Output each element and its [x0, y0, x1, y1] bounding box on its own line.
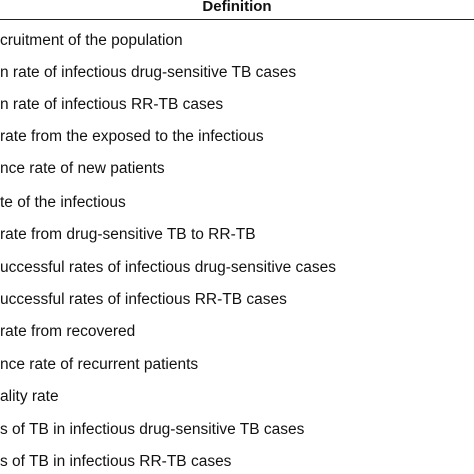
definition-cell: nce rate of recurrent patients	[0, 356, 199, 373]
definition-cell: ality rate	[0, 388, 59, 405]
table-row: s of TB in infectious RR-TB cases	[0, 453, 474, 474]
definition-cell: uccessful rates of infectious drug-sensi…	[0, 259, 336, 276]
table-row: rate from the exposed to the infectious	[0, 128, 474, 158]
definition-cell: s of TB in infectious RR-TB cases	[0, 453, 232, 470]
table-row: rate from drug-sensitive TB to RR-TB	[0, 226, 474, 256]
table-row: uccessful rates of infectious drug-sensi…	[0, 259, 474, 289]
table-row: s of TB in infectious drug-sensitive TB …	[0, 421, 474, 451]
table-row: te of the infectious	[0, 194, 474, 224]
definition-cell: n rate of infectious RR-TB cases	[0, 96, 224, 113]
table-row: uccessful rates of infectious RR-TB case…	[0, 291, 474, 321]
table-row: nce rate of recurrent patients	[0, 356, 474, 386]
definition-cell: cruitment of the population	[0, 32, 183, 49]
table-row: n rate of infectious RR-TB cases	[0, 96, 474, 126]
definition-cell: rate from the exposed to the infectious	[0, 128, 264, 145]
definition-cell: n rate of infectious drug-sensitive TB c…	[0, 64, 297, 81]
definition-cell: s of TB in infectious drug-sensitive TB …	[0, 421, 305, 438]
table-row: cruitment of the population	[0, 32, 474, 62]
table-header-row: Definition	[0, 0, 474, 18]
definition-column-header: Definition	[202, 0, 272, 15]
header-rule	[0, 19, 474, 20]
definition-cell: te of the infectious	[0, 194, 126, 211]
definition-cell: nce rate of new patients	[0, 160, 165, 177]
table-row: n rate of infectious drug-sensitive TB c…	[0, 64, 474, 94]
definition-cell: rate from recovered	[0, 323, 136, 340]
definition-cell: uccessful rates of infectious RR-TB case…	[0, 291, 287, 308]
table-row: nce rate of new patients	[0, 160, 474, 190]
definition-cell: rate from drug-sensitive TB to RR-TB	[0, 226, 256, 243]
table-row: rate from recovered	[0, 323, 474, 353]
table-row: ality rate	[0, 388, 474, 418]
